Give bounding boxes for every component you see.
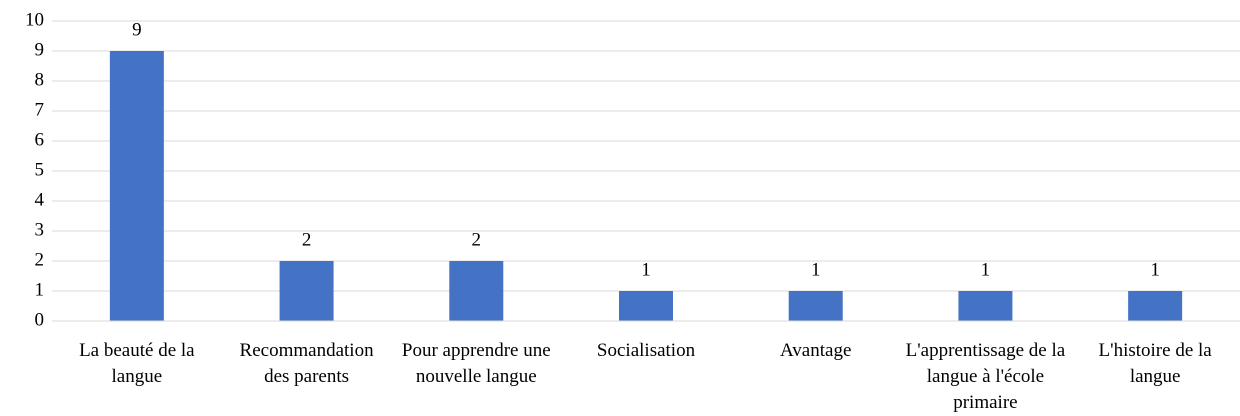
- y-tick-label: 9: [35, 39, 45, 60]
- y-tick-label: 4: [35, 189, 45, 210]
- data-label: 9: [132, 19, 142, 40]
- y-tick-label: 1: [35, 279, 45, 300]
- bar: [619, 291, 673, 321]
- x-tick-label: L'histoire de la langue: [1098, 340, 1212, 387]
- y-tick-label: 6: [35, 129, 45, 150]
- bar: [788, 291, 843, 321]
- y-tick-label: 3: [35, 219, 45, 240]
- x-tick-label: Recommandation des parents: [239, 340, 374, 387]
- x-tick-label: Pour apprendre une nouvelle langue: [401, 340, 551, 387]
- data-label: 2: [302, 229, 312, 250]
- bar: [109, 51, 164, 321]
- data-label: 1: [811, 259, 821, 280]
- data-label: 1: [1150, 259, 1160, 280]
- data-label: 2: [472, 229, 482, 250]
- x-tick-label: La beauté de la langue: [79, 340, 195, 387]
- bar: [449, 261, 504, 321]
- y-tick-label: 7: [35, 99, 45, 120]
- bar: [279, 261, 334, 321]
- bar: [1128, 291, 1183, 321]
- x-tick-label: Avantage: [780, 340, 852, 361]
- data-label: 1: [981, 259, 991, 280]
- y-tick-label: 2: [35, 249, 45, 270]
- x-tick-label: L'apprentissage de la langue à l'école p…: [905, 340, 1066, 413]
- y-tick-label: 5: [35, 159, 45, 180]
- y-tick-label: 0: [35, 309, 45, 330]
- bar: [958, 291, 1013, 321]
- y-tick-label: 10: [25, 9, 44, 30]
- y-tick-label: 8: [35, 69, 45, 90]
- x-tick-label: Socialisation: [596, 340, 696, 361]
- data-label: 1: [641, 259, 651, 280]
